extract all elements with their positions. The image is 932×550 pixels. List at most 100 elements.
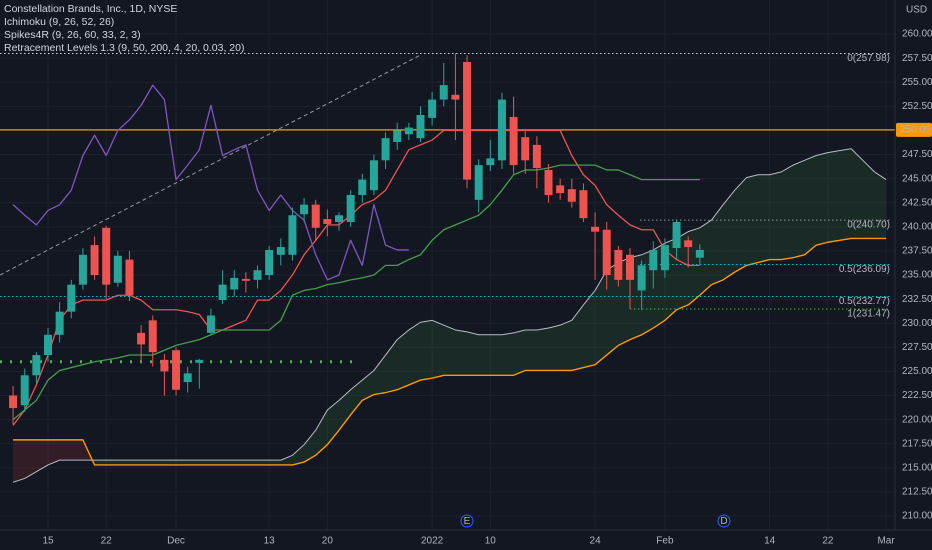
cloud-fill (478, 334, 491, 376)
candle-body (591, 226, 600, 232)
cloud-fill (432, 320, 444, 379)
x-tick-label: 10 (485, 536, 497, 547)
y-tick-label: 257.50 (902, 53, 932, 64)
indicator-line (12, 84, 409, 281)
candle-body (335, 215, 343, 223)
y-tick-label: 252.50 (902, 101, 932, 112)
cloud-fill (501, 332, 514, 376)
cloud-fill (676, 231, 689, 310)
candle-body (172, 350, 181, 390)
x-tick-label: Mar (877, 536, 895, 547)
x-tick-label: 14 (764, 536, 776, 547)
candle-body (183, 373, 192, 383)
retracement-label: 1(231.47) (847, 309, 890, 320)
candle-body (32, 355, 41, 376)
cloud-fill (513, 329, 526, 376)
candle-body (125, 259, 134, 296)
x-tick-label: Dec (167, 536, 185, 547)
cloud-fill (129, 460, 142, 465)
candle-body (369, 160, 378, 191)
cloud-fill (106, 460, 118, 465)
leading-span-a (12, 148, 887, 483)
candle-body (381, 138, 390, 161)
cloud-fill (234, 460, 246, 465)
cloud-fill (94, 460, 107, 465)
cloud-fill (48, 439, 60, 465)
event-label: E (464, 516, 471, 527)
candle-body (579, 190, 588, 219)
cloud-fill (455, 329, 468, 376)
y-tick-label: 247.50 (902, 149, 932, 160)
candle-body (695, 249, 704, 258)
cloud-fill (339, 389, 351, 431)
cloud-fill (536, 328, 549, 371)
y-tick-label: 237.50 (902, 246, 932, 257)
candle-body (404, 127, 413, 135)
cloud-fill (315, 409, 328, 456)
plot-area: 0(257.98) 0(240.70) 0.5(236.09) 0.5(232.77)… (0, 53, 895, 483)
candle-body (346, 195, 355, 223)
cloud-fill (257, 460, 270, 465)
chart-title: Constellation Brands, Inc., 1D, NYSE (4, 3, 177, 15)
cloud-fill (548, 325, 561, 371)
cloud-fill (280, 455, 293, 465)
x-tick-label: 22 (101, 536, 113, 547)
retracement-label: 0.5(236.09) (839, 264, 890, 275)
cloud-fill (13, 439, 25, 483)
candle-body (626, 254, 634, 280)
cloud-fill (560, 320, 572, 371)
candle-body (463, 61, 472, 180)
candle-body (230, 277, 239, 290)
cloud-fill (59, 439, 72, 461)
y-tick-label: 235.00 (902, 270, 932, 281)
cloud-fill (420, 320, 433, 381)
candle-body (113, 255, 122, 283)
candle-body (637, 265, 646, 291)
candle-body (532, 144, 541, 169)
candle-body (556, 185, 565, 194)
cloud-fill (36, 439, 48, 472)
candle-body (474, 165, 483, 200)
x-tick-label: 24 (590, 536, 602, 547)
cloud-fill (839, 148, 852, 241)
cloud-fill (816, 152, 828, 246)
y-tick-label: 212.50 (902, 487, 932, 498)
cloud-fill (758, 174, 770, 263)
y-tick-label: 220.00 (902, 414, 932, 425)
cloud-fill (397, 329, 409, 390)
candle-body (288, 215, 297, 255)
cloud-fill (187, 460, 200, 465)
event-marker (460, 514, 474, 528)
candle-body (206, 315, 215, 333)
y-tick-label: 240.00 (902, 221, 932, 232)
candle-body (649, 249, 658, 271)
candle-body (300, 204, 309, 215)
cloud-fill (827, 150, 840, 243)
cloud-fill (164, 460, 177, 465)
leading-span-b (13, 237, 887, 466)
y-tick-label: 232.50 (902, 294, 932, 305)
x-tick-label: 22 (822, 536, 834, 547)
candle-body (160, 359, 169, 372)
candle-body (684, 240, 693, 248)
cloud-fill (781, 165, 793, 260)
cloud-fill (141, 460, 153, 465)
y-tick-label: 260.00 (902, 29, 932, 40)
event-label: D (720, 516, 727, 527)
candle-body (544, 169, 553, 196)
candle-body (486, 158, 495, 166)
candle-body (44, 334, 52, 356)
retracement-label: 0(240.70) (847, 220, 890, 231)
x-tick-label: Feb (656, 536, 674, 547)
candle-body (137, 332, 146, 345)
candle-body (102, 227, 111, 285)
cloud-fill (269, 460, 281, 465)
cloud-fill (408, 322, 421, 385)
candle-body (265, 249, 274, 276)
y-tick-label: 242.50 (902, 197, 932, 208)
cloud-fill (443, 325, 456, 376)
candle-body (497, 99, 506, 161)
candle-body (451, 94, 460, 100)
candle-body (614, 249, 623, 280)
